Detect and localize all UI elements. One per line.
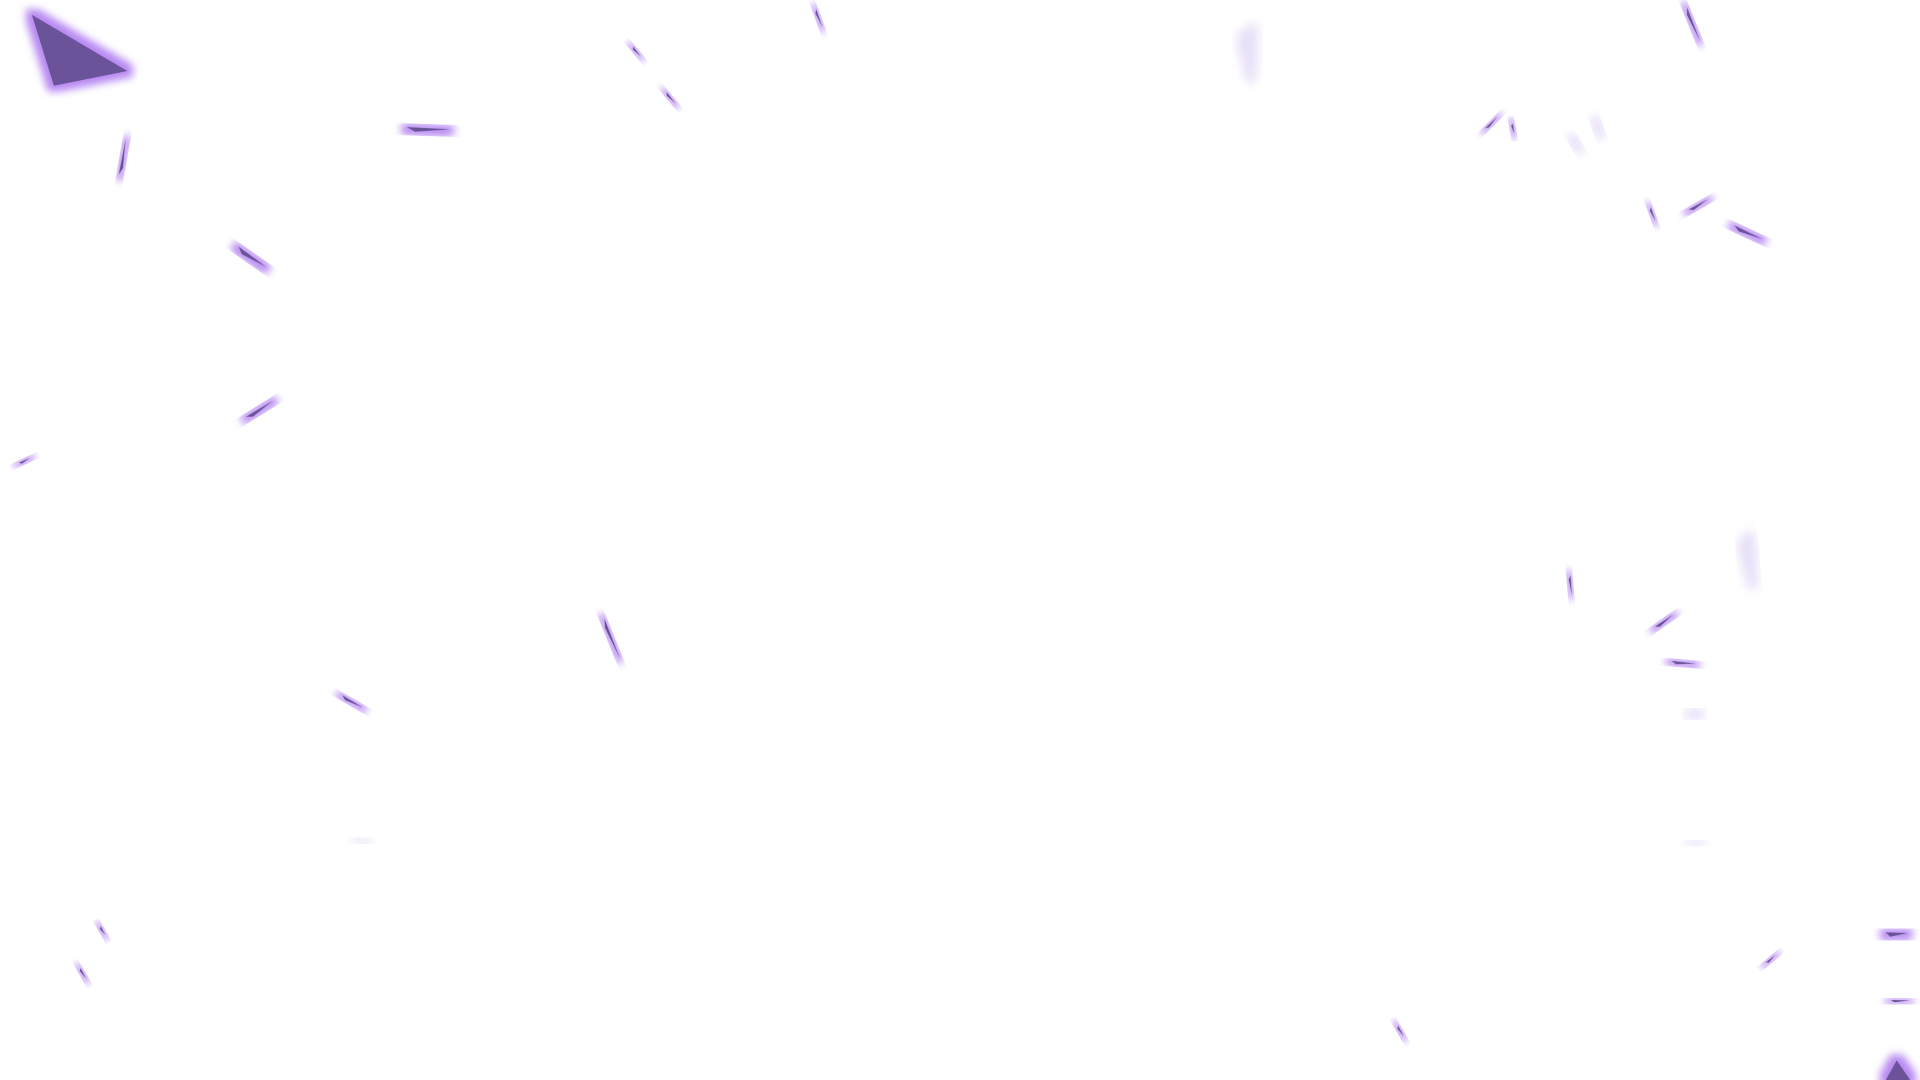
confetti-shard	[1568, 575, 1572, 596]
faint-confetti-shard	[1594, 120, 1602, 135]
faint-confetti-shard	[1689, 842, 1703, 845]
confetti-shard	[406, 127, 451, 132]
confetti-shard	[1649, 207, 1656, 222]
confetti-shard	[666, 92, 676, 104]
confetti-shard	[815, 9, 823, 28]
large-triangle-shard	[31, 14, 128, 86]
confetti-shard	[1765, 954, 1776, 963]
confetti-shard	[1397, 1025, 1404, 1037]
faint-confetti-shard	[1572, 137, 1581, 149]
confetti-shard	[1885, 932, 1908, 937]
faint-confetti-shard	[1241, 29, 1254, 79]
confetti-shard	[1511, 123, 1515, 134]
confetti-shard	[118, 138, 126, 175]
confetti-shard	[1485, 116, 1498, 129]
confetti-shard	[1734, 225, 1763, 240]
confetti-shard	[1687, 7, 1701, 42]
confetti-shard	[1890, 1000, 1911, 1003]
confetti-shard	[632, 46, 641, 57]
confetti-shard	[18, 457, 31, 464]
confetti-shard	[342, 695, 364, 708]
confetti-shard	[99, 926, 106, 935]
confetti-shard	[604, 618, 621, 660]
confetti-shard	[79, 967, 87, 979]
confetti-shard	[1654, 614, 1674, 627]
confetti-shard	[1688, 198, 1708, 210]
faint-confetti-shard	[1742, 536, 1754, 586]
confetti-shard	[238, 246, 267, 267]
confetti-shard	[245, 400, 274, 417]
faint-confetti-shard	[1689, 711, 1700, 717]
confetti-shard	[1671, 660, 1696, 665]
corner-triangle-shard	[1885, 1060, 1911, 1080]
faint-confetti-shard	[356, 839, 369, 842]
